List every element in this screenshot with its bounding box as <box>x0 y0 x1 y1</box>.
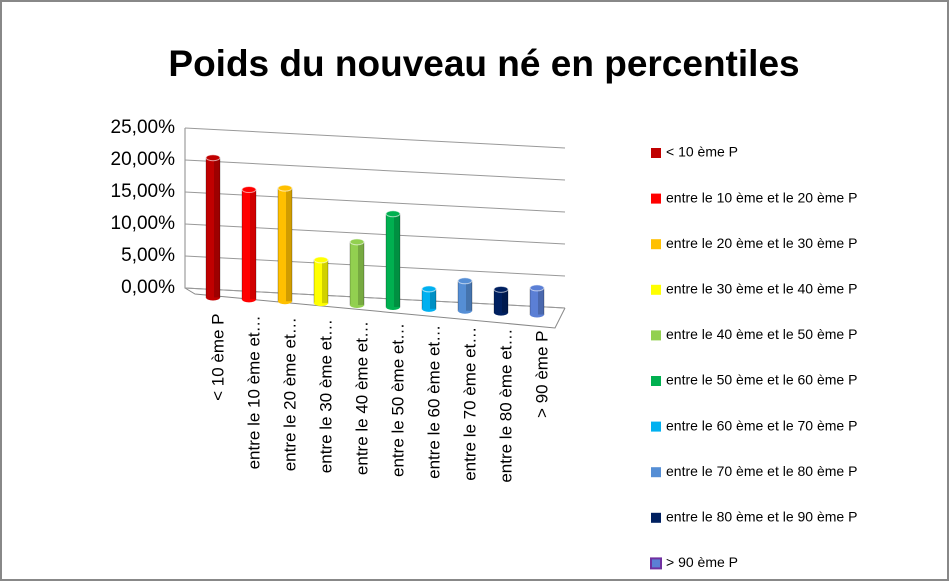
x-tick-label: entre le 20 ème et… <box>280 317 299 471</box>
legend-swatch <box>651 239 661 250</box>
bar-top <box>313 256 329 264</box>
legend-label: entre le 70 ème et le 80 ème P <box>666 463 857 479</box>
legend-label: entre le 80 ème et le 90 ème P <box>666 509 857 525</box>
bar-bottom <box>242 296 256 303</box>
bar-shade <box>250 189 256 300</box>
bar-top <box>529 284 545 292</box>
legend-swatch <box>651 284 661 295</box>
y-tick-label: 5,00% <box>121 245 175 266</box>
y-tick-label: 25,00% <box>111 117 176 138</box>
legend-swatch <box>651 330 661 341</box>
bar-bottom <box>206 294 220 301</box>
bar-shade <box>430 288 436 309</box>
bar-shade <box>358 241 364 306</box>
grid-line <box>184 127 566 149</box>
bar-top <box>205 154 221 162</box>
x-tick-label: entre le 70 ème et… <box>460 327 479 481</box>
legend-label: < 10 ème P <box>666 144 738 160</box>
bar-shade <box>466 280 472 311</box>
bar-bottom <box>530 311 544 318</box>
bar-top <box>277 184 293 192</box>
legend-swatch <box>651 512 661 523</box>
y-tick-label: 15,00% <box>111 181 176 202</box>
legend-label: entre le 10 ème et le 20 ème P <box>666 189 857 205</box>
legend-swatch <box>651 148 661 158</box>
legend-swatch <box>651 421 661 432</box>
bar-shade <box>538 287 544 315</box>
x-tick-label: < 10 ème P <box>208 313 227 400</box>
y-tick-label: 20,00% <box>111 149 176 170</box>
legend-swatch <box>651 467 661 478</box>
x-tick-label: entre le 30 ème et… <box>316 319 335 473</box>
legend-swatch <box>650 557 662 570</box>
bar-bottom <box>422 305 436 312</box>
bar-top <box>493 285 509 293</box>
bar-top <box>349 238 365 246</box>
legend-label: entre le 30 ème et le 40 ème P <box>666 281 857 297</box>
legend-swatch <box>651 193 661 204</box>
x-tick-label: entre le 80 ème et… <box>496 329 515 483</box>
bar-top <box>241 186 257 194</box>
bar-shade <box>394 213 400 307</box>
floor <box>184 287 566 329</box>
bar-shade <box>214 157 220 298</box>
legend-label: entre le 60 ème et le 70 ème P <box>666 417 857 433</box>
bar-bottom <box>458 307 472 314</box>
legend-label: entre le 50 ème et le 60 ème P <box>666 372 857 388</box>
bar-top <box>457 277 473 285</box>
bar-shade <box>286 188 292 302</box>
bar-bottom <box>314 300 328 307</box>
bar-bottom <box>386 303 400 310</box>
bar-bottom <box>350 302 364 309</box>
grid-line <box>184 159 566 181</box>
chart-title: Poids du nouveau né en percentiles <box>168 43 799 84</box>
x-tick-label: entre le 40 ème et… <box>352 321 371 475</box>
x-tick-label: entre le 10 ème et… <box>244 315 263 469</box>
bar-bottom <box>494 309 508 316</box>
legend-label: entre le 40 ème et le 50 ème P <box>666 326 857 342</box>
legend-label: entre le 20 ème et le 30 ème P <box>666 235 857 251</box>
bar-bottom <box>278 298 292 305</box>
x-tick-label: > 90 ème P <box>532 331 551 418</box>
x-tick-label: entre le 60 ème et… <box>424 325 443 479</box>
x-tick-label: entre le 50 ème et… <box>388 323 407 477</box>
bar-top <box>421 285 437 293</box>
bar-shade <box>322 259 328 304</box>
y-tick-label: 10,00% <box>111 213 176 234</box>
bar-shade <box>502 289 508 313</box>
bar-top <box>385 210 401 218</box>
legend-label: > 90 ème P <box>666 554 738 570</box>
y-tick-label: 0,00% <box>121 277 175 298</box>
legend-swatch <box>651 376 661 386</box>
